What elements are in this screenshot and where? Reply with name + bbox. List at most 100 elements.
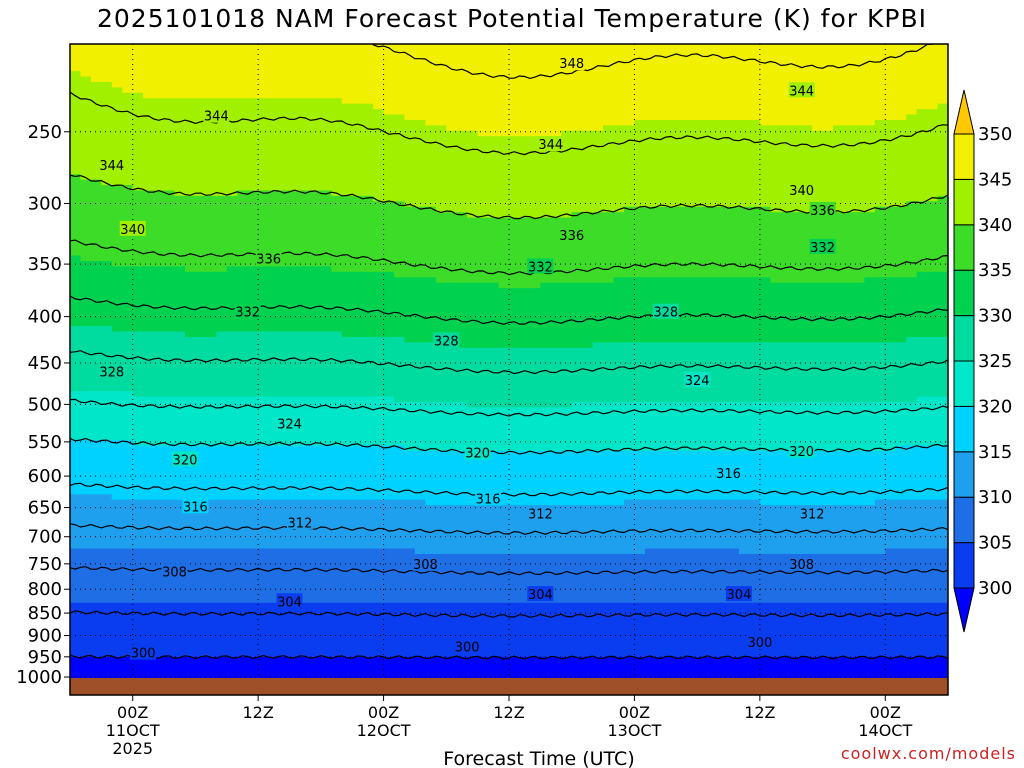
ground-terrain bbox=[70, 678, 948, 695]
field-cell bbox=[634, 119, 761, 126]
field-cell bbox=[70, 488, 948, 495]
x-tick-label: 12OCT bbox=[357, 721, 411, 740]
field-cell bbox=[70, 87, 123, 94]
field-cell bbox=[70, 559, 948, 566]
field-cell bbox=[561, 130, 948, 137]
field-cell bbox=[174, 190, 238, 197]
field-cell bbox=[341, 98, 948, 105]
contour-labels: 348 344 344 344 344 340 340 336 336 336 332 332 332 3… bbox=[98, 55, 836, 662]
field-cell bbox=[70, 467, 948, 474]
field-cell bbox=[111, 326, 948, 333]
field-cell bbox=[70, 391, 134, 398]
contour-label: 312 bbox=[288, 516, 313, 531]
field-cell bbox=[184, 266, 228, 273]
x-tick-label: 13OCT bbox=[607, 721, 661, 740]
y-axis: 2503003504004505005506006507007508008509… bbox=[16, 122, 70, 688]
field-cell bbox=[184, 331, 217, 338]
contour-line bbox=[70, 91, 948, 156]
field-cell bbox=[70, 445, 406, 452]
field-cell bbox=[70, 71, 82, 78]
field-cell bbox=[70, 255, 82, 262]
contour-label: 308 bbox=[789, 558, 814, 573]
field-cell bbox=[70, 564, 948, 571]
field-cell bbox=[70, 206, 437, 213]
y-tick-label: 400 bbox=[28, 307, 62, 328]
x-tick-label: 14OCT bbox=[858, 721, 912, 740]
y-tick-label: 950 bbox=[28, 647, 62, 668]
field-cell bbox=[111, 494, 948, 501]
grid bbox=[70, 44, 948, 678]
contour-label-bg bbox=[412, 555, 439, 571]
contour-label: 316 bbox=[183, 500, 208, 515]
y-tick-label: 700 bbox=[28, 527, 62, 548]
contour-label: 300 bbox=[455, 640, 480, 655]
field-cell bbox=[70, 81, 113, 88]
field-cell bbox=[70, 49, 948, 56]
contour-label: 344 bbox=[204, 110, 229, 125]
contour-label: 332 bbox=[810, 241, 835, 256]
field-cell bbox=[864, 277, 948, 284]
contour-line bbox=[70, 295, 948, 325]
contour-label-bg bbox=[433, 332, 460, 348]
field-cell bbox=[70, 76, 92, 83]
field-cell bbox=[70, 450, 948, 457]
y-tick-label: 500 bbox=[28, 394, 62, 415]
y-tick-label: 550 bbox=[28, 432, 62, 453]
field-cell bbox=[70, 423, 948, 430]
contour-label-bg bbox=[276, 415, 303, 431]
field-cell bbox=[70, 92, 144, 99]
y-tick-label: 800 bbox=[28, 579, 62, 600]
field-cell bbox=[383, 109, 918, 116]
y-tick-label: 850 bbox=[28, 603, 62, 624]
field-cell bbox=[812, 125, 834, 132]
colorbar-label: 315 bbox=[978, 442, 1012, 463]
field-cell bbox=[404, 201, 907, 208]
field-cell bbox=[70, 250, 948, 257]
field-cell bbox=[70, 440, 134, 447]
field-cell bbox=[132, 440, 948, 447]
field-cell bbox=[603, 125, 813, 132]
field-cell bbox=[216, 331, 343, 338]
colorbar-extend-top bbox=[953, 89, 975, 135]
field-cell bbox=[331, 266, 948, 273]
colorbar-segment bbox=[953, 269, 975, 317]
contour-label-bg bbox=[537, 136, 564, 152]
contour-label: 304 bbox=[528, 588, 553, 603]
field-cell bbox=[70, 212, 468, 219]
colorbar-segment bbox=[953, 405, 975, 453]
field-cell bbox=[70, 277, 437, 284]
field-cell bbox=[341, 331, 948, 338]
field-cell bbox=[70, 494, 113, 501]
field-cell bbox=[70, 336, 406, 343]
field-cell bbox=[70, 515, 948, 522]
contour-label-bg bbox=[203, 107, 230, 123]
contour-label: 328 bbox=[434, 334, 459, 349]
field-cell bbox=[906, 336, 948, 343]
watermark: coolwx.com/models bbox=[840, 744, 1016, 763]
contour-label-bg bbox=[558, 55, 585, 71]
contour-label-bg bbox=[788, 82, 815, 98]
field-cell bbox=[623, 499, 761, 506]
field-cell bbox=[70, 201, 406, 208]
contour-label-bg bbox=[788, 443, 815, 459]
contour-label: 344 bbox=[789, 84, 814, 99]
contour-label-bg bbox=[130, 644, 157, 660]
colorbar-label: 325 bbox=[978, 351, 1012, 372]
field-cell bbox=[70, 662, 948, 669]
field-cell bbox=[70, 288, 948, 295]
contour-label-bg bbox=[98, 156, 125, 172]
contour-label: 308 bbox=[162, 566, 187, 581]
field-cell bbox=[70, 619, 948, 626]
contour-label-bg bbox=[171, 451, 198, 467]
field-cell bbox=[70, 575, 948, 582]
contour-label: 320 bbox=[789, 445, 814, 460]
contour-label-bg bbox=[788, 182, 815, 198]
field-cell bbox=[613, 277, 771, 284]
field-cell bbox=[70, 217, 948, 224]
field-cell bbox=[143, 92, 948, 99]
field-cell bbox=[895, 445, 948, 452]
field-cell bbox=[70, 228, 948, 235]
field-cell bbox=[70, 179, 102, 186]
